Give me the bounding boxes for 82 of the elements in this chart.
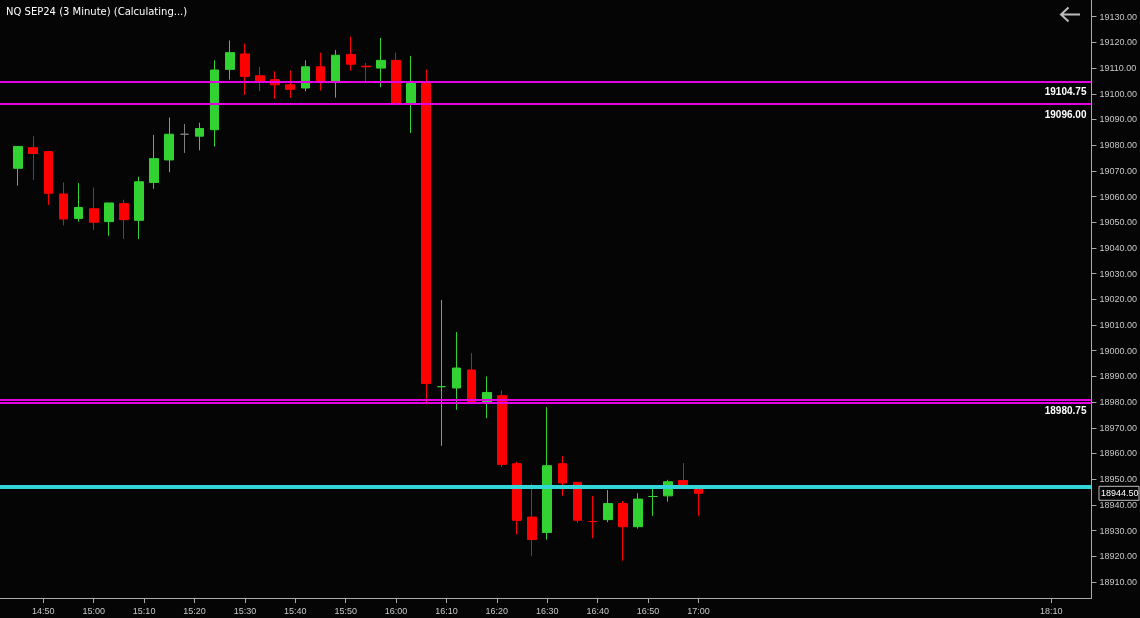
candlestick: [406, 55, 416, 134]
y-tick-label: 19000.00: [1099, 345, 1138, 356]
x-tick-label: 16:10: [435, 605, 458, 616]
candlestick: [452, 331, 461, 411]
x-tick-label: 16:20: [485, 605, 509, 616]
y-tick-label: 19020.00: [1099, 294, 1138, 305]
x-tick-label: 15:00: [82, 605, 105, 616]
x-tick-label: 15:20: [183, 605, 206, 616]
candlestick: [331, 49, 340, 99]
candlestick: [74, 182, 83, 223]
y-tick-label: 19070.00: [1099, 165, 1138, 176]
candlestick: [13, 145, 23, 187]
ref-line-label: 19104.75: [1044, 86, 1087, 98]
x-tick-label: 16:40: [586, 605, 609, 616]
candlestick: [467, 352, 476, 402]
y-tick-label: 18970.00: [1099, 422, 1138, 433]
y-tick-label: 18990.00: [1099, 371, 1138, 382]
candlestick: [164, 117, 174, 173]
y-tick-label: 18920.00: [1099, 551, 1138, 562]
text: NQ SEP24 (3 Minute) (Calculating...): [6, 5, 188, 17]
candlestick: [44, 151, 53, 206]
candlestick: [421, 68, 431, 403]
y-tick-label: 19110.00: [1099, 63, 1137, 74]
candlestick: [648, 486, 658, 517]
candlestick: [180, 123, 189, 154]
candlestick: [618, 500, 628, 562]
candlestick: [558, 455, 567, 497]
candlestick: [361, 62, 371, 83]
candlestick: [195, 122, 204, 151]
y-tick-label: 19100.00: [1099, 88, 1138, 99]
candlestick: [59, 181, 68, 226]
y-tick-label: 19090.00: [1099, 114, 1138, 125]
candlestick: [149, 134, 159, 190]
candlestick: [603, 489, 613, 523]
candlestick: [588, 495, 597, 539]
candlestick: [89, 187, 99, 231]
candlestick: [301, 59, 310, 92]
candlestick: [633, 492, 643, 530]
candlestick: [391, 52, 401, 105]
candlestick: [512, 461, 522, 535]
candlestick: [376, 37, 386, 88]
y-tick-label: 19130.00: [1099, 11, 1138, 22]
y-tick-label: 18950.00: [1099, 474, 1138, 485]
x-tick-label: 15:50: [334, 605, 357, 616]
y-tick-label: 19030.00: [1099, 268, 1138, 279]
y-tick-label: 19060.00: [1099, 191, 1138, 202]
ref-line-label: 19096.00: [1044, 108, 1087, 120]
x-tick-label: 14:50: [32, 605, 55, 616]
y-tick-label: 18910.00: [1099, 576, 1138, 587]
y-tick-label: 19010.00: [1099, 320, 1138, 331]
candlestick: [542, 406, 552, 541]
candlestick: [346, 36, 356, 72]
y-tick-label: 19050.00: [1099, 217, 1138, 228]
candlestick: [134, 176, 144, 240]
ref-line-label: 18980.75: [1044, 404, 1087, 416]
y-tick-label: 18980.00: [1099, 397, 1138, 408]
y-tick-label: 19080.00: [1099, 140, 1138, 151]
candlestick: [285, 70, 295, 99]
candlestick: [225, 39, 235, 81]
x-tick-label: 16:30: [535, 605, 559, 616]
candlestick: [497, 390, 507, 468]
x-tick-label: 16:00: [384, 605, 408, 616]
y-tick-label: 18930.00: [1099, 525, 1138, 536]
y-tick-label: 18940.00: [1099, 499, 1138, 510]
candlestick: [527, 483, 537, 557]
x-tick-label: 16:50: [636, 605, 660, 616]
y-tick-label: 18960.00: [1099, 448, 1138, 459]
candlestick: [316, 52, 325, 92]
candlestick: [210, 59, 219, 147]
candlestick: [28, 135, 38, 181]
candlestick: [104, 202, 114, 237]
text: 18944.50: [1101, 488, 1139, 499]
x-tick-label: 18:10: [1039, 605, 1063, 616]
x-tick-label: 15:30: [233, 605, 257, 616]
candlestick: [240, 43, 250, 96]
x-tick-label: 15:40: [284, 605, 307, 616]
y-tick-label: 19120.00: [1099, 37, 1138, 48]
y-tick-label: 19040.00: [1099, 242, 1138, 253]
x-tick-label: 17:00: [687, 605, 710, 616]
x-tick-label: 15:10: [132, 605, 156, 616]
candlestick: [437, 299, 446, 447]
candlestick: [119, 199, 129, 240]
